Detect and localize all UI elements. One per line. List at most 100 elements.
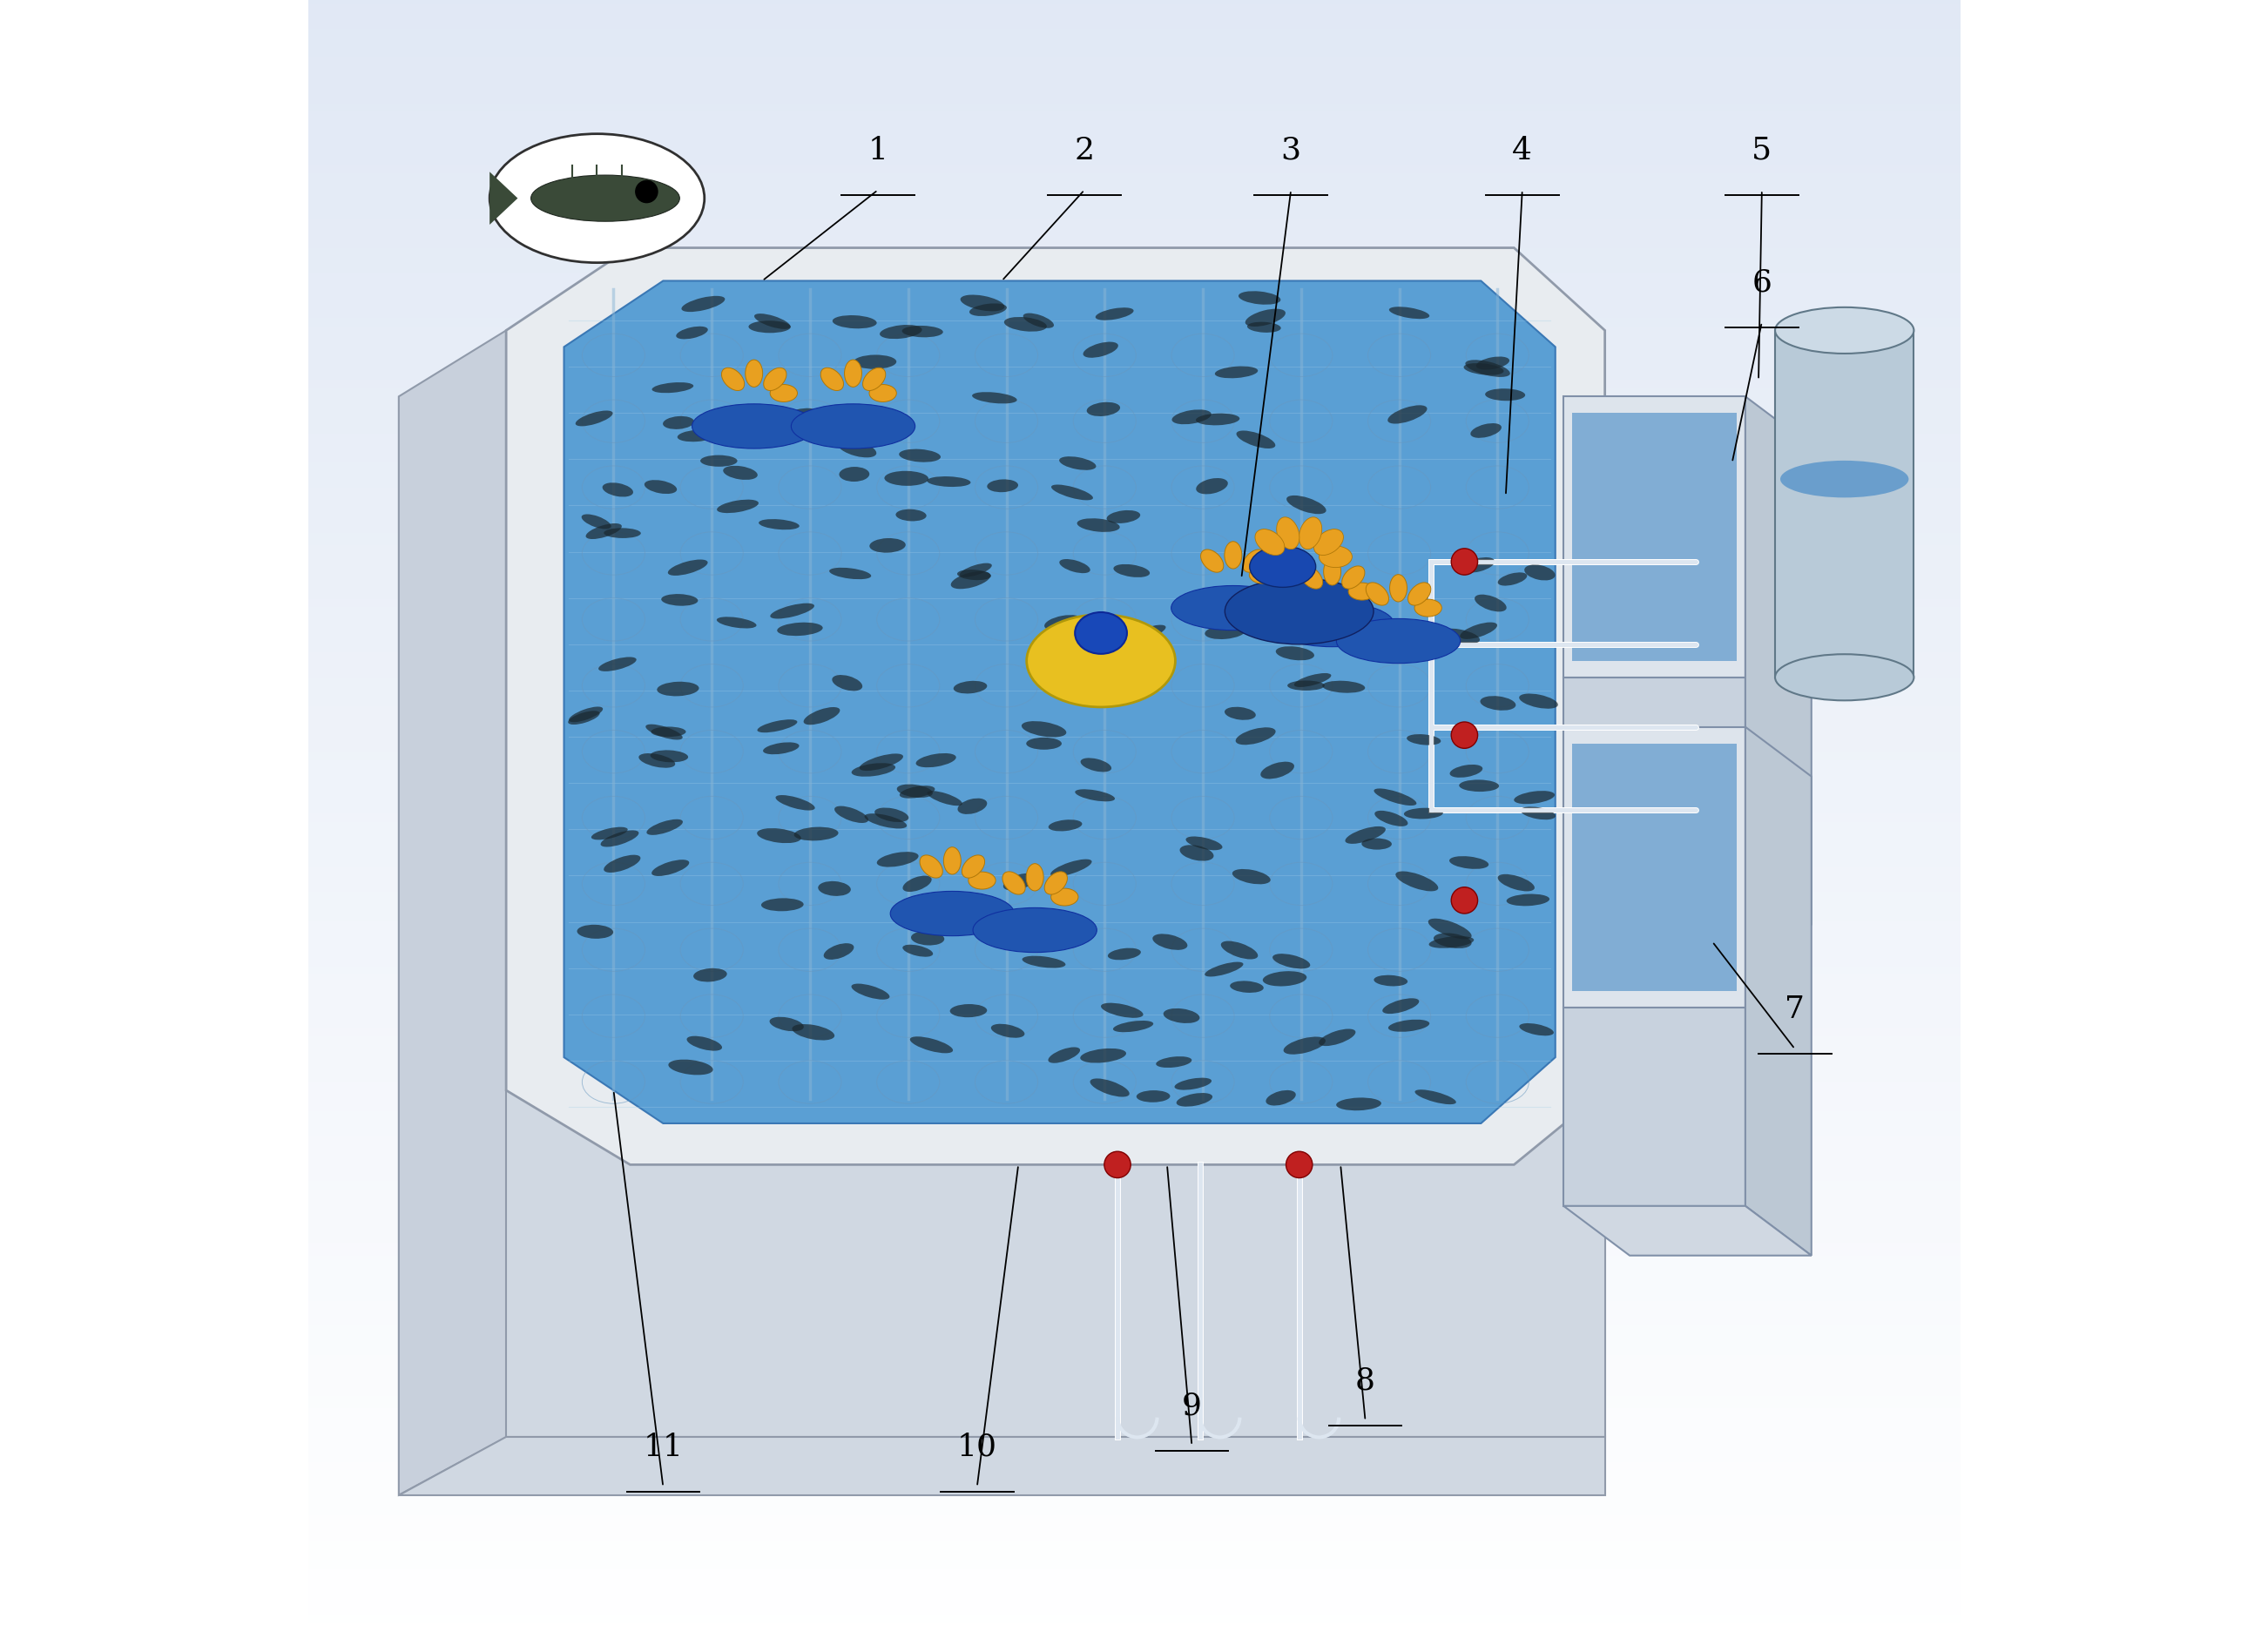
Bar	[308, 1226, 1960, 1231]
Bar	[308, 922, 1960, 925]
Ellipse shape	[1195, 477, 1227, 494]
Ellipse shape	[1318, 1029, 1356, 1046]
Ellipse shape	[1052, 484, 1093, 501]
Ellipse shape	[490, 134, 705, 263]
Bar	[308, 1556, 1960, 1561]
Ellipse shape	[1270, 548, 1302, 565]
Bar	[308, 1275, 1960, 1280]
Bar	[308, 50, 1960, 53]
Bar	[308, 1500, 1960, 1503]
Bar	[308, 1566, 1960, 1569]
Bar	[308, 699, 1960, 702]
Ellipse shape	[1225, 707, 1256, 720]
Ellipse shape	[903, 945, 932, 957]
Ellipse shape	[903, 876, 932, 892]
Bar	[308, 1054, 1960, 1057]
Ellipse shape	[1284, 1037, 1325, 1054]
Ellipse shape	[1461, 623, 1497, 639]
Ellipse shape	[909, 1036, 953, 1054]
Ellipse shape	[1170, 585, 1295, 629]
Bar	[308, 525, 1960, 529]
Bar	[308, 401, 1960, 405]
Bar	[308, 1429, 1960, 1432]
Bar	[308, 862, 1960, 867]
Ellipse shape	[717, 616, 758, 628]
Ellipse shape	[953, 681, 987, 694]
Bar	[308, 1569, 1960, 1573]
Bar	[308, 1533, 1960, 1536]
Ellipse shape	[1220, 942, 1259, 960]
Bar	[308, 195, 1960, 198]
Ellipse shape	[1295, 672, 1331, 687]
Ellipse shape	[748, 320, 792, 334]
Ellipse shape	[762, 899, 803, 912]
Ellipse shape	[1095, 307, 1134, 320]
Bar	[308, 124, 1960, 127]
Ellipse shape	[1025, 737, 1061, 750]
Bar	[308, 302, 1960, 306]
Bar	[308, 173, 1960, 177]
Bar	[308, 1090, 1960, 1094]
Bar	[308, 917, 1960, 920]
Ellipse shape	[1204, 624, 1245, 639]
Ellipse shape	[1776, 307, 1914, 354]
Ellipse shape	[1325, 558, 1340, 585]
Ellipse shape	[1043, 615, 1082, 631]
Text: 7: 7	[1785, 995, 1805, 1024]
Bar	[308, 724, 1960, 727]
Circle shape	[1452, 887, 1479, 914]
Ellipse shape	[769, 1018, 803, 1031]
Bar	[308, 344, 1960, 347]
Ellipse shape	[928, 791, 962, 806]
Bar	[308, 1550, 1960, 1553]
Bar	[308, 317, 1960, 322]
Ellipse shape	[1300, 517, 1322, 548]
Bar	[308, 471, 1960, 476]
Bar	[308, 1467, 1960, 1470]
Bar	[308, 165, 1960, 170]
Bar	[308, 859, 1960, 862]
Ellipse shape	[1345, 826, 1386, 844]
Bar	[308, 112, 1960, 116]
Ellipse shape	[669, 1059, 712, 1075]
Bar	[308, 1041, 1960, 1044]
Bar	[308, 1639, 1960, 1644]
Bar	[308, 821, 1960, 826]
Bar	[308, 999, 1960, 1003]
Ellipse shape	[1388, 1019, 1429, 1032]
Bar	[308, 8, 1960, 12]
Bar	[308, 1512, 1960, 1517]
Ellipse shape	[869, 539, 905, 553]
Ellipse shape	[1250, 545, 1315, 588]
Bar	[308, 616, 1960, 620]
Bar	[308, 256, 1960, 259]
Bar	[308, 1545, 1960, 1550]
Bar	[308, 1599, 1960, 1602]
Bar	[308, 413, 1960, 416]
Ellipse shape	[1025, 912, 1059, 928]
Bar	[308, 1616, 1960, 1619]
Bar	[308, 215, 1960, 218]
Ellipse shape	[1027, 615, 1175, 707]
Ellipse shape	[957, 570, 991, 580]
Ellipse shape	[1266, 610, 1306, 623]
Bar	[308, 145, 1960, 149]
Ellipse shape	[1520, 806, 1556, 819]
Bar	[308, 735, 1960, 740]
Ellipse shape	[1263, 971, 1306, 986]
Ellipse shape	[640, 753, 676, 768]
Bar	[308, 129, 1960, 132]
Bar	[308, 983, 1960, 986]
Bar	[308, 1408, 1960, 1412]
Bar	[308, 1450, 1960, 1454]
Bar	[308, 1099, 1960, 1104]
Bar	[308, 1264, 1960, 1269]
Bar	[308, 740, 1960, 743]
Ellipse shape	[896, 785, 932, 798]
Ellipse shape	[1336, 1097, 1381, 1110]
Bar	[308, 867, 1960, 872]
Bar	[308, 512, 1960, 515]
Bar	[308, 843, 1960, 846]
Ellipse shape	[900, 786, 934, 798]
Bar	[308, 446, 1960, 449]
